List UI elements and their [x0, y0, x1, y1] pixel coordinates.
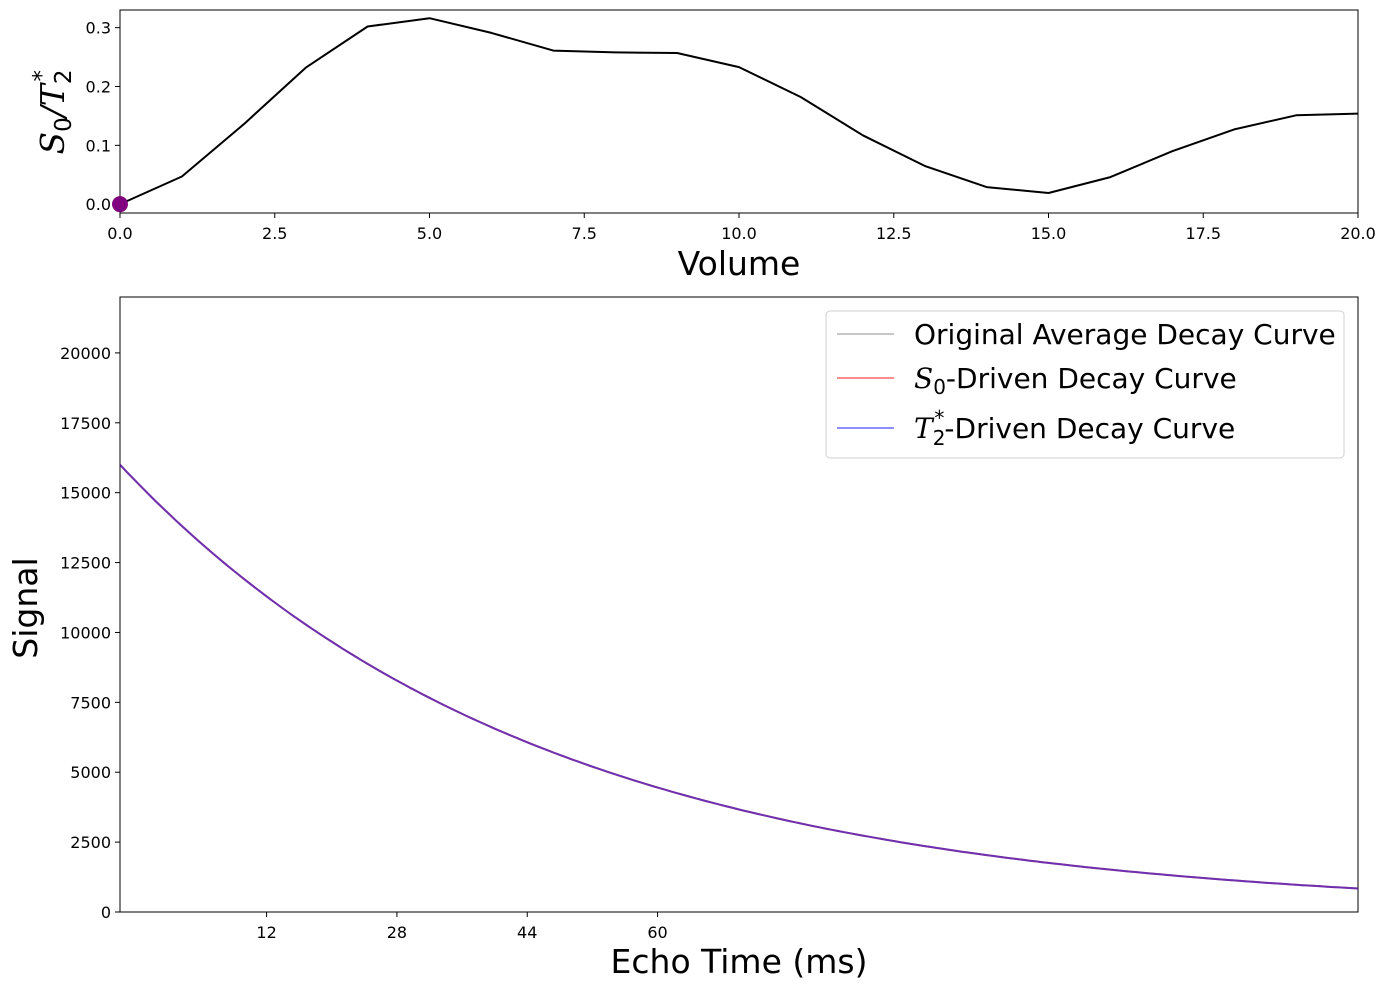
- legend-original-text: Original Average Decay Curve: [914, 318, 1336, 351]
- top-y-tick-label: 0.0: [86, 195, 111, 214]
- top-y-tick-label: 0.2: [86, 77, 111, 96]
- legend-t2-base: T: [914, 412, 935, 445]
- bottom-x-ticks: 12 28 44 60: [256, 912, 668, 942]
- legend-t2-sub: 2: [933, 426, 946, 450]
- legend-label-s0: S0-Driven Decay Curve: [914, 362, 1237, 399]
- y-label-s: S: [33, 132, 72, 155]
- series-t2-driven-line: [119, 464, 1359, 890]
- bottom-y-tick-label: 10000: [60, 623, 111, 642]
- top-chart-panel: 0.0 2.5 5.0 7.5 10.0 12.5 15.0 17.5 20.0 0.00.10…: [29, 9, 1376, 283]
- top-x-tick-label: 5.0: [417, 224, 442, 243]
- bottom-y-tick-label: 0: [101, 903, 111, 922]
- bottom-x-tick-label: 12: [256, 923, 276, 942]
- top-plot-frame: [119, 9, 1359, 214]
- legend-t2-sup: *: [934, 406, 944, 430]
- bottom-series-lines: [119, 464, 1359, 890]
- top-x-tick-label: 17.5: [1185, 224, 1221, 243]
- legend-t2-text: -Driven Decay Curve: [944, 412, 1235, 445]
- top-series-line: [119, 17, 1359, 206]
- top-x-tick-label: 0.0: [107, 224, 132, 243]
- bottom-y-tick-label: 12500: [60, 554, 111, 573]
- legend: Original Average Decay Curve S0-Driven D…: [825, 310, 1345, 459]
- y-label-slash: /: [33, 103, 72, 120]
- series-s0-driven-line: [119, 464, 1359, 890]
- top-x-tick-label: 10.0: [721, 224, 757, 243]
- top-x-ticks: 0.0 2.5 5.0 7.5 10.0 12.5 15.0 17.5 20.0: [107, 213, 1376, 243]
- legend-box: [825, 310, 1345, 459]
- bottom-y-tick-label: 2500: [70, 833, 111, 852]
- bottom-y-tick-label: 17500: [60, 414, 111, 433]
- legend-s0-text: -Driven Decay Curve: [946, 362, 1237, 395]
- legend-label-original: Original Average Decay Curve: [914, 318, 1336, 351]
- top-x-tick-label: 12.5: [876, 224, 912, 243]
- top-x-tick-label: 7.5: [572, 224, 597, 243]
- top-y-ticks: 0.0 0.1 0.2 0.3: [86, 19, 120, 214]
- bottom-y-tick-label: 20000: [60, 344, 111, 363]
- top-y-tick-label: 0.1: [86, 136, 111, 155]
- svg-text:S0/T2*: S0/T2*: [29, 69, 77, 154]
- bottom-plot-frame: [119, 296, 1359, 913]
- top-x-axis-label: Volume: [678, 244, 801, 283]
- bottom-x-tick-label: 28: [387, 923, 407, 942]
- current-volume-marker: [112, 196, 128, 213]
- top-y-tick-label: 0.3: [86, 19, 111, 38]
- series-original-line: [119, 464, 1359, 890]
- top-series-lines: [112, 17, 1359, 213]
- bottom-y-ticks: 0 2500 5000 7500 10000 12500 15000 17500 20000: [60, 344, 120, 922]
- top-x-tick-label: 20.0: [1340, 224, 1376, 243]
- bottom-x-tick-label: 60: [647, 923, 667, 942]
- y-label-sub0: 0: [51, 117, 77, 132]
- bottom-y-axis-label: Signal: [6, 557, 45, 658]
- top-x-tick-label: 2.5: [262, 224, 287, 243]
- bottom-x-axis-label: Echo Time (ms): [611, 942, 868, 981]
- top-x-tick-label: 15.0: [1031, 224, 1067, 243]
- bottom-x-tick-label: 44: [517, 923, 537, 942]
- top-y-axis-label: S0/T2*: [29, 69, 77, 154]
- legend-s0-base: S: [914, 362, 933, 395]
- y-label-sup: *: [29, 70, 55, 82]
- legend-s0-sub: 0: [933, 375, 946, 399]
- bottom-y-tick-label: 15000: [60, 484, 111, 503]
- y-label-t: T: [33, 81, 72, 106]
- bottom-y-tick-label: 7500: [70, 693, 111, 712]
- bottom-chart-panel: 12 28 44 60 0 2500 5000 7500 10000 12500 15000 175…: [6, 296, 1359, 981]
- bottom-y-tick-label: 5000: [70, 763, 111, 782]
- legend-label-t2: T2*-Driven Decay Curve: [914, 406, 1235, 450]
- y-label-sub2: 2: [51, 69, 77, 84]
